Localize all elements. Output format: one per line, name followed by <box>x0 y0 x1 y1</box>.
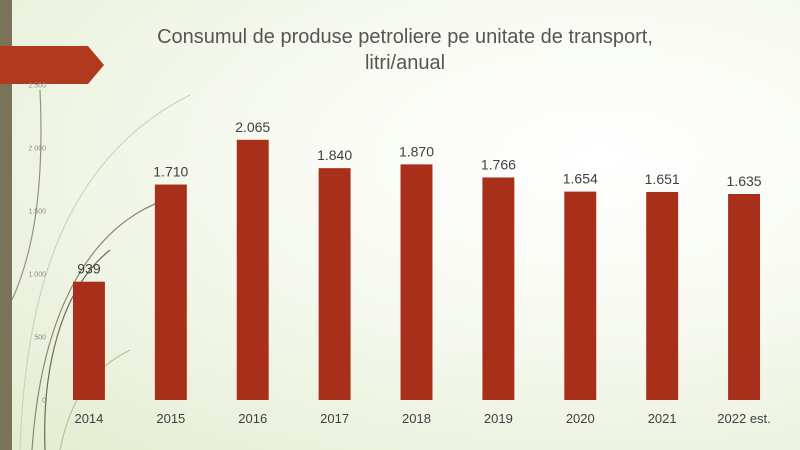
chart-title-line-2: litri/anual <box>364 52 446 74</box>
x-tick-label: 2015 <box>156 411 185 426</box>
y-tick-label: 500 <box>34 335 46 342</box>
data-label: 1.870 <box>399 143 434 159</box>
title-arrow-shape <box>0 46 104 84</box>
data-label: 1.710 <box>153 164 188 180</box>
data-label: 1.651 <box>645 171 680 187</box>
y-tick-label: 1.000 <box>28 272 46 279</box>
data-label: 1.635 <box>727 173 762 189</box>
data-label: 939 <box>77 261 101 277</box>
bar-2017 <box>318 168 351 400</box>
x-tick-label: 2019 <box>484 411 513 426</box>
x-tick-label: 2014 <box>74 411 103 426</box>
bar-2021 <box>646 191 679 400</box>
y-tick-label: 2.500 <box>28 83 46 90</box>
x-tick-label: 2018 <box>402 411 431 426</box>
bar-2022-est <box>728 193 761 400</box>
y-tick-label: 2.000 <box>28 146 46 153</box>
bar-2019 <box>482 177 515 400</box>
data-label: 1.766 <box>481 156 516 172</box>
x-tick-label: 2017 <box>320 411 349 426</box>
bar-2020 <box>564 191 597 400</box>
bar-2016 <box>236 139 269 400</box>
x-tick-label: 2016 <box>238 411 267 426</box>
x-tick-label: 2020 <box>566 411 595 426</box>
bar-2018 <box>400 164 433 400</box>
bar-2014 <box>72 281 105 400</box>
data-label: 2.065 <box>235 119 270 135</box>
bar-2015 <box>154 184 187 400</box>
chart-title: Consumul de produse petroliere pe unitat… <box>110 24 700 76</box>
chart-title-line-1: Consumul de produse petroliere pe unitat… <box>157 26 653 48</box>
x-tick-label: 2022 est. <box>717 411 771 426</box>
data-label: 1.654 <box>563 171 598 187</box>
y-tick-label: 0 <box>42 398 46 405</box>
x-tick-label: 2021 <box>648 411 677 426</box>
data-label: 1.840 <box>317 147 352 163</box>
y-tick-label: 1.500 <box>28 209 46 216</box>
left-accent-bar <box>0 0 12 450</box>
